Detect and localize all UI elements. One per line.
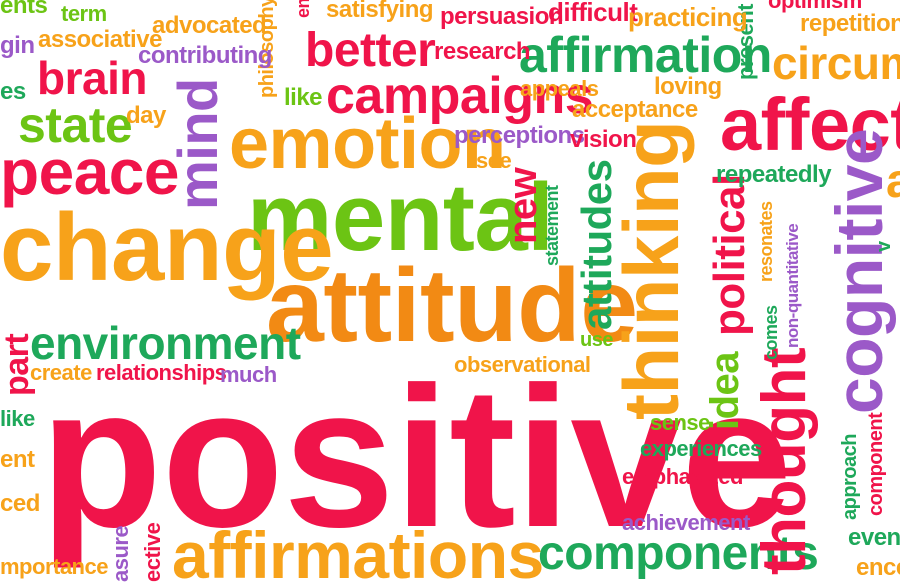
w-mental: mental — [247, 164, 554, 271]
w-achievement: achievement — [622, 510, 750, 535]
w-mind: mind — [166, 78, 229, 210]
w-ence: ence — [856, 554, 900, 581]
w-mportance: mportance — [0, 554, 108, 579]
w-emotion: emotion — [229, 104, 506, 184]
w-create: create — [30, 360, 92, 385]
w-asure: asure — [108, 525, 133, 582]
w-approach: approach — [839, 433, 861, 520]
w-resonates: resonates — [756, 201, 776, 282]
w-associative: associative — [38, 26, 162, 53]
w-repetition: repetition — [800, 10, 900, 37]
w-perceptions: perceptions — [454, 122, 585, 149]
w-part: part — [0, 333, 36, 396]
w-like: like — [284, 84, 323, 111]
w-statement: statement — [542, 185, 562, 266]
w-attitudes: attitudes — [573, 159, 620, 330]
w-cognitive: cognitive — [822, 128, 896, 414]
w-attitude: attitude — [266, 248, 638, 364]
w-thinking: thinking — [607, 120, 695, 420]
w-like2: like — [0, 406, 35, 431]
w-political: political — [705, 174, 754, 336]
w-research: research — [434, 38, 531, 65]
w-day: day — [126, 102, 166, 129]
w-repeatedly: repeatedly — [716, 161, 832, 188]
w-difficult: difficult — [548, 0, 638, 27]
w-ents: ents — [0, 0, 48, 19]
w-environment: environment — [30, 317, 301, 369]
w-thought: thought — [750, 347, 819, 575]
w-ent: ent — [0, 446, 35, 473]
w-affecti: affecti — [720, 83, 900, 166]
w-verb: v — [873, 241, 895, 252]
w-satisfying: satisfying — [326, 0, 434, 23]
w-campaigns: campaigns — [326, 67, 594, 125]
w-vision: vision — [570, 126, 637, 153]
w-emphasized: emphasized — [622, 464, 743, 489]
w-optimism: optimism — [768, 0, 862, 13]
w-es: es — [0, 78, 26, 105]
w-state: state — [18, 97, 133, 153]
w-see: see — [476, 148, 512, 173]
w-acceptance: acceptance — [572, 96, 698, 123]
w-sense: sense — [650, 410, 710, 435]
w-event: event — [848, 524, 900, 551]
w-persuasion: persuasion — [440, 3, 564, 30]
w-term: term — [61, 1, 107, 26]
w-contributing: contributing — [138, 42, 272, 69]
w-peace: peace — [0, 136, 179, 208]
w-comes: comes — [761, 305, 781, 360]
w-positive: positive — [40, 346, 792, 569]
w-en: en — [293, 0, 313, 18]
w-affirmation: affirmation — [519, 27, 772, 83]
w-advocated: advocated — [152, 12, 267, 39]
w-component: component — [865, 412, 887, 516]
w-gin: gin — [0, 32, 35, 59]
w-new: new — [501, 167, 545, 244]
w-idea: idea — [703, 351, 747, 430]
w-ective: ective — [140, 522, 165, 582]
w-practicing: practicing — [628, 2, 748, 32]
w-change: change — [0, 194, 334, 301]
w-much: much — [220, 362, 277, 387]
w-circum: circum — [772, 37, 900, 89]
w-a: a — [886, 155, 900, 208]
w-brain: brain — [37, 52, 147, 104]
w-components: components — [538, 527, 819, 580]
w-experiences: experiences — [640, 436, 762, 461]
w-appeals: appeals — [520, 76, 599, 101]
w-loving: loving — [654, 73, 722, 100]
w-relationships: relationships — [96, 360, 227, 385]
w-nonquant: non-quantitative — [783, 223, 802, 348]
w-ced: ced — [0, 490, 40, 517]
w-use: use — [580, 329, 613, 351]
w-affirmations: affirmations — [172, 518, 544, 582]
w-observational: observational — [454, 352, 591, 377]
w-better: better — [305, 24, 436, 77]
